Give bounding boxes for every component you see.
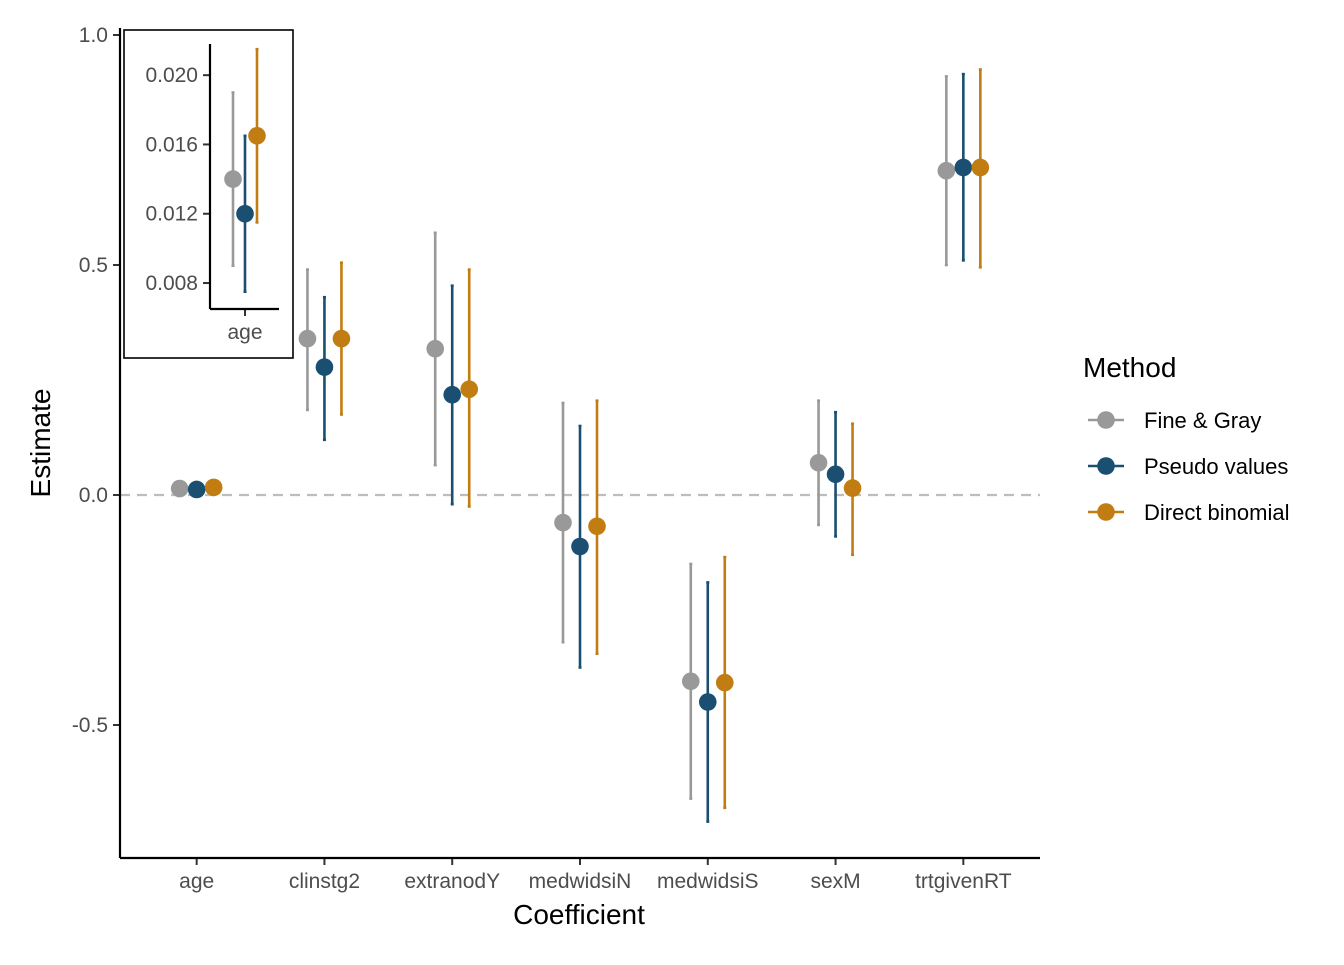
data-point [554, 513, 572, 532]
data-point [588, 517, 606, 536]
inset-frame [123, 29, 294, 359]
data-point [937, 161, 956, 180]
x-tick-label: sexM [810, 870, 860, 893]
data-point [170, 479, 189, 498]
legend-key-point [1097, 503, 1115, 521]
x-tick-label: medwidsiN [529, 870, 632, 893]
inset-x-tick-label: age [227, 321, 262, 344]
legend-label: Pseudo values [1144, 454, 1288, 479]
data-point [715, 673, 734, 692]
inset-data-point [224, 170, 242, 188]
data-point [298, 329, 317, 348]
data-point [426, 339, 445, 358]
data-point [843, 479, 862, 497]
inset-data-point [248, 126, 266, 145]
data-point [315, 358, 334, 376]
inset-y-tick-label: 0.020 [145, 64, 198, 87]
x-tick-label: age [179, 870, 214, 893]
data-point [187, 480, 206, 499]
legend-key-point [1097, 411, 1115, 429]
y-tick-label: -0.5 [72, 714, 108, 737]
data-point [954, 158, 973, 177]
data-point [971, 158, 990, 177]
y-tick-label: 0.5 [79, 254, 108, 277]
legend-label: Direct binomial [1144, 500, 1290, 525]
inset-y-tick-label: 0.012 [145, 203, 198, 226]
data-point [698, 693, 717, 711]
data-point [571, 537, 589, 556]
data-point [443, 385, 462, 404]
inset-y-tick-label: 0.008 [145, 272, 198, 295]
x-axis-title: Coefficient [513, 899, 645, 930]
x-tick-label: clinstg2 [289, 870, 360, 893]
y-axis-title: Estimate [25, 389, 56, 498]
data-point [204, 478, 223, 497]
x-tick-label: trtgivenRT [915, 870, 1012, 893]
data-point [809, 454, 828, 472]
x-tick-label: extranodY [404, 870, 500, 893]
inset-y-tick-label: 0.016 [145, 133, 198, 156]
data-point [826, 465, 845, 484]
legend-key-point [1097, 457, 1115, 475]
data-point [460, 380, 479, 399]
x-tick-label: medwidsiS [657, 870, 759, 893]
y-tick-label: 0.0 [79, 484, 108, 507]
y-tick-label: 1.0 [79, 24, 108, 47]
inset-data-point [236, 204, 254, 223]
data-point [332, 329, 351, 348]
legend-label: Fine & Gray [1144, 408, 1261, 433]
data-point [681, 672, 700, 691]
legend-title: Method [1083, 352, 1176, 383]
